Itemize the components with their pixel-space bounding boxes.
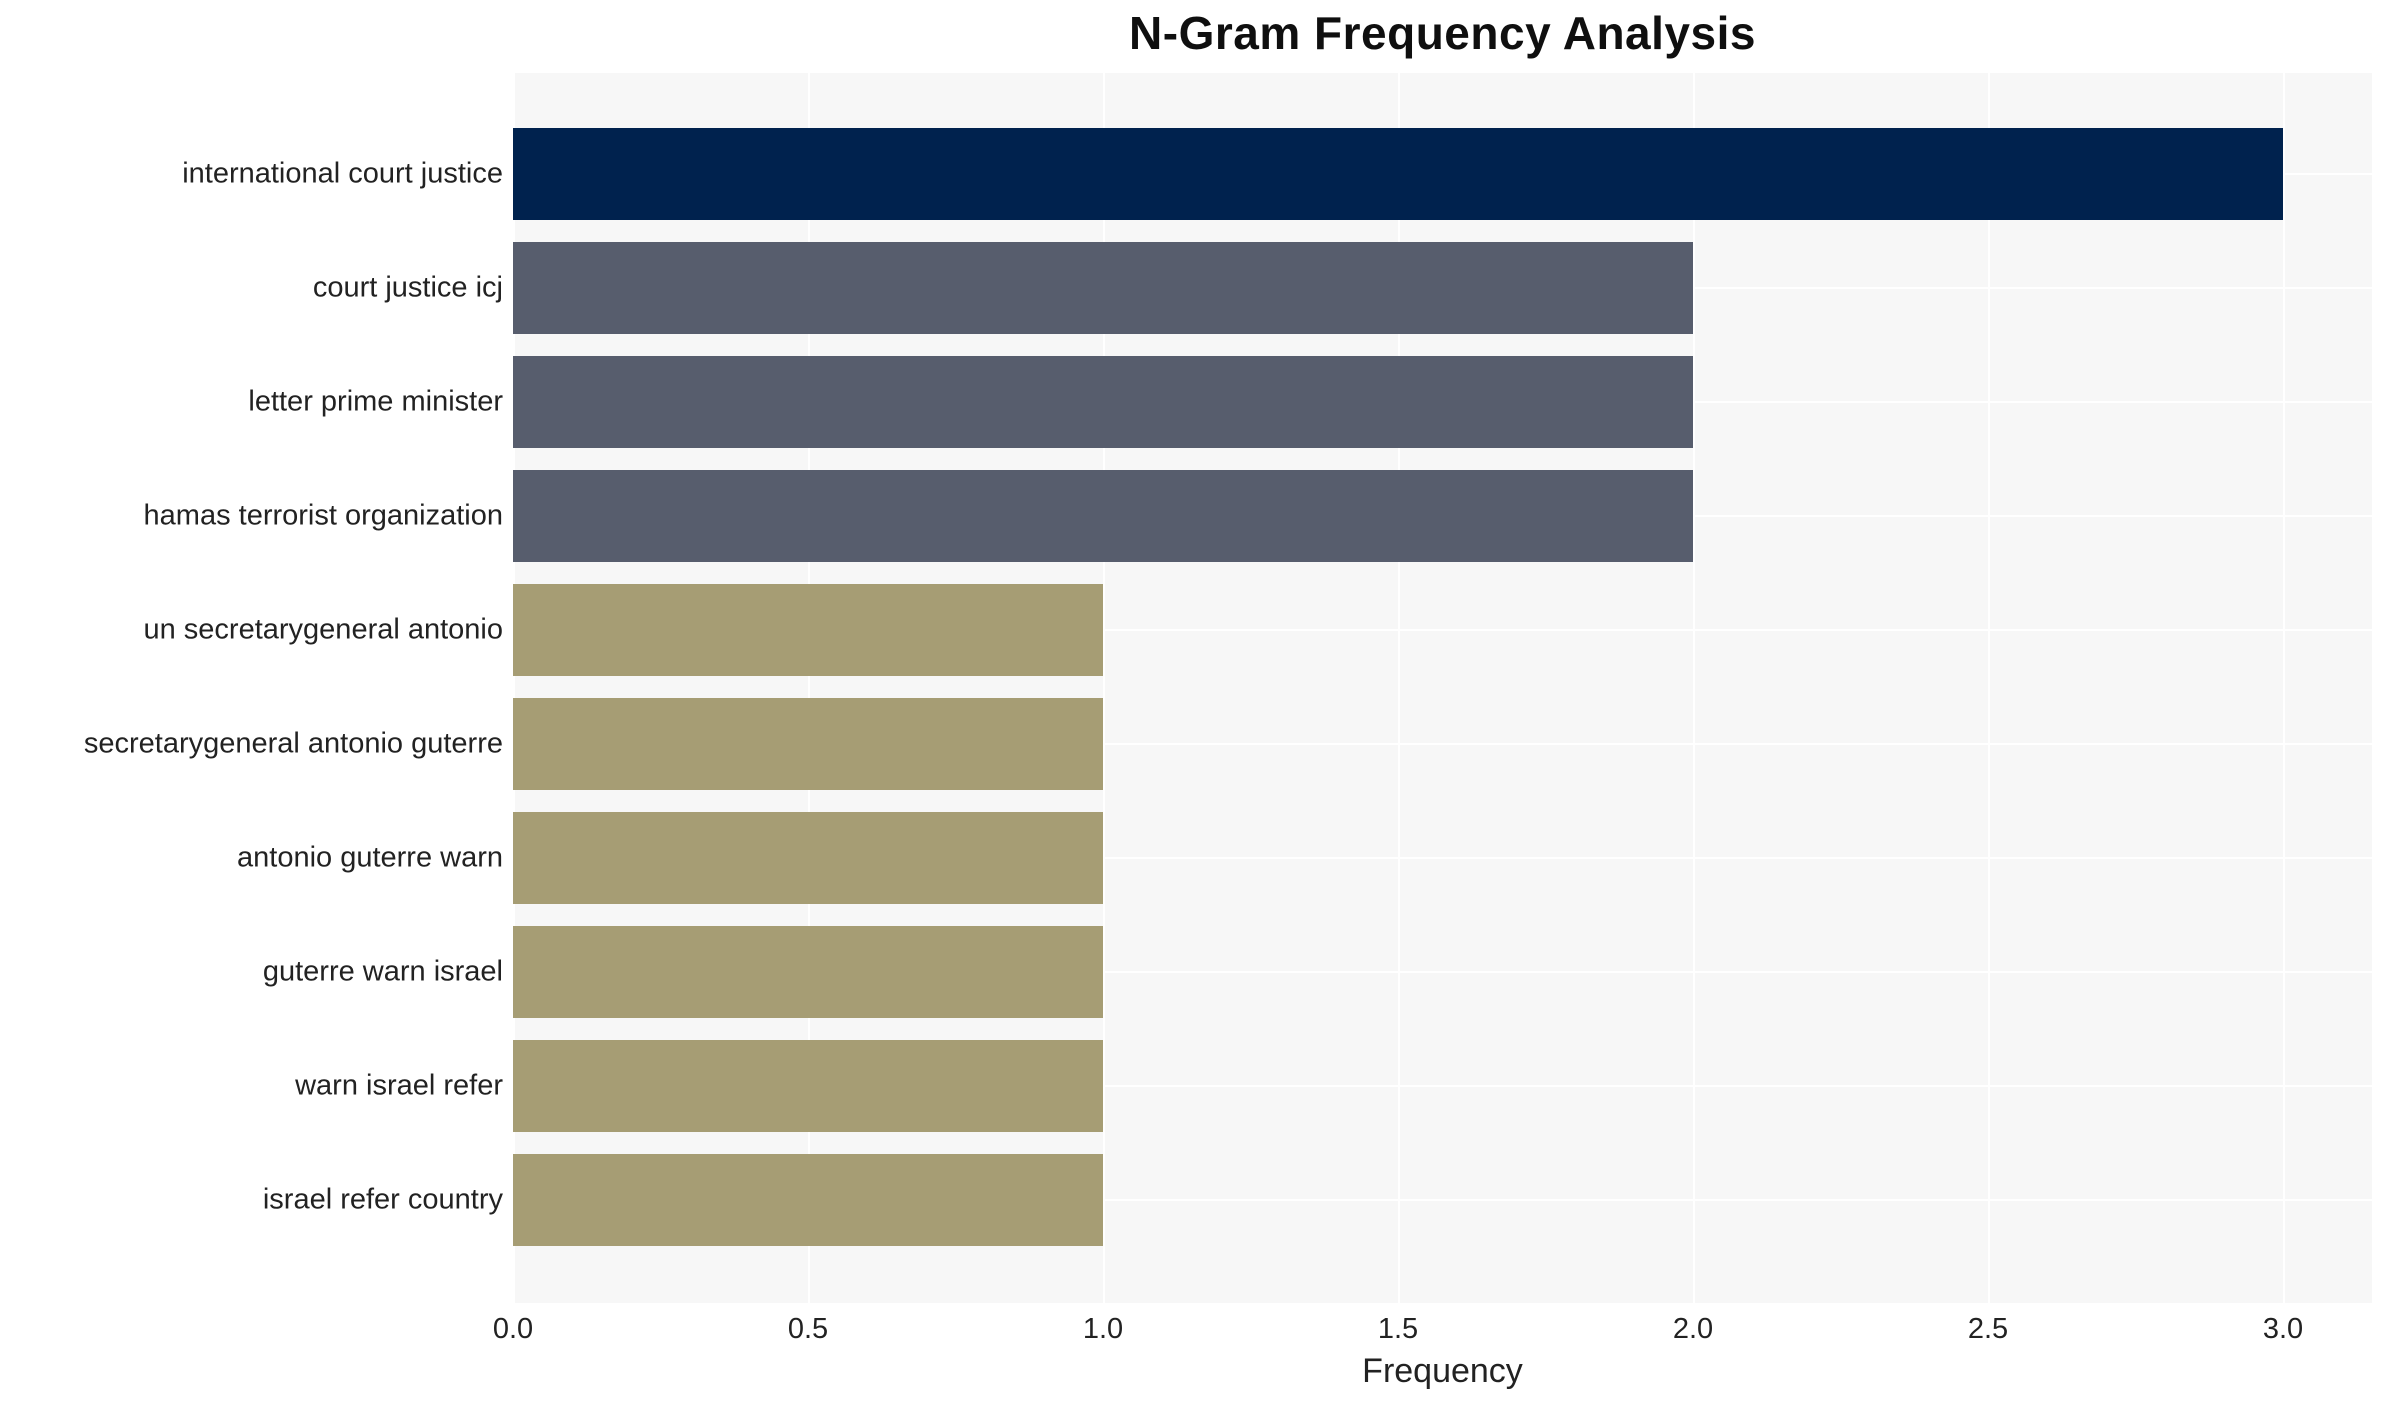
category-label: hamas terrorist organization xyxy=(143,499,503,532)
gridline-x-2.5 xyxy=(1988,73,1990,1303)
gridline-y xyxy=(513,971,2372,973)
x-axis-label: Frequency xyxy=(1362,1352,1523,1390)
category-label: secretarygeneral antonio guterre xyxy=(83,727,503,760)
bar xyxy=(513,242,1693,334)
bar xyxy=(513,356,1693,448)
gridline-x-0.5 xyxy=(808,73,810,1303)
gridline-y xyxy=(513,1199,2372,1201)
x-tick-label: 2.5 xyxy=(1967,1313,2009,1345)
category-label: letter prime minister xyxy=(248,385,503,418)
bar xyxy=(513,1040,1103,1132)
gridline-x-2.0 xyxy=(1693,73,1695,1303)
gridline-x-3.0 xyxy=(2283,73,2285,1303)
bar xyxy=(513,1154,1103,1246)
category-label: antonio guterre warn xyxy=(237,841,503,874)
bar xyxy=(513,584,1103,676)
bar xyxy=(513,698,1103,790)
category-label: guterre warn israel xyxy=(262,955,503,988)
gridline-y xyxy=(513,1085,2372,1087)
category-label: warn israel refer xyxy=(295,1069,503,1102)
x-tick-label: 1.5 xyxy=(1377,1313,1419,1345)
x-tick-label: 0.5 xyxy=(787,1313,829,1345)
gridline-x-1.0 xyxy=(1103,73,1105,1303)
x-tick-label: 1.0 xyxy=(1082,1313,1124,1345)
x-tick-label: 2.0 xyxy=(1672,1313,1714,1345)
category-label: israel refer country xyxy=(262,1183,503,1216)
category-label: un secretarygeneral antonio xyxy=(143,613,503,646)
gridline-x-1.5 xyxy=(1398,73,1400,1303)
bar xyxy=(513,812,1103,904)
gridline-y xyxy=(513,743,2372,745)
chart-title: N-Gram Frequency Analysis xyxy=(1129,7,1756,59)
gridline-x-0.0 xyxy=(513,73,515,1303)
gridline-y xyxy=(513,629,2372,631)
bar xyxy=(513,470,1693,562)
bar xyxy=(513,926,1103,1018)
category-label: court justice icj xyxy=(312,271,503,304)
x-tick-label: 3.0 xyxy=(2262,1313,2304,1345)
plot-area xyxy=(513,73,2372,1303)
category-label: international court justice xyxy=(182,157,503,190)
gridline-y xyxy=(513,857,2372,859)
bar xyxy=(513,128,2283,220)
x-tick-label: 0.0 xyxy=(492,1313,534,1345)
